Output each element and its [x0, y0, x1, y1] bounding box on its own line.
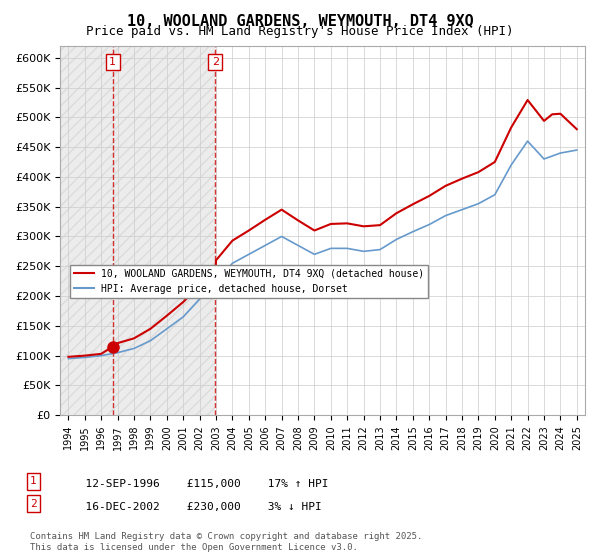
Text: 1: 1	[30, 477, 37, 487]
Legend: 10, WOOLAND GARDENS, WEYMOUTH, DT4 9XQ (detached house), HPI: Average price, det: 10, WOOLAND GARDENS, WEYMOUTH, DT4 9XQ (…	[70, 265, 428, 297]
Bar	[113, 46, 215, 415]
Text: 16-DEC-2002    £230,000    3% ↓ HPI: 16-DEC-2002 £230,000 3% ↓ HPI	[72, 502, 322, 512]
Text: 2: 2	[30, 499, 37, 509]
Text: 10, WOOLAND GARDENS, WEYMOUTH, DT4 9XQ: 10, WOOLAND GARDENS, WEYMOUTH, DT4 9XQ	[127, 14, 473, 29]
Text: Contains HM Land Registry data © Crown copyright and database right 2025.
This d: Contains HM Land Registry data © Crown c…	[30, 532, 422, 552]
Text: 12-SEP-1996    £115,000    17% ↑ HPI: 12-SEP-1996 £115,000 17% ↑ HPI	[72, 479, 329, 489]
Text: 2: 2	[212, 57, 219, 67]
Text: 1: 1	[109, 57, 116, 67]
Text: Price paid vs. HM Land Registry's House Price Index (HPI): Price paid vs. HM Land Registry's House …	[86, 25, 514, 38]
Bar	[60, 46, 113, 415]
